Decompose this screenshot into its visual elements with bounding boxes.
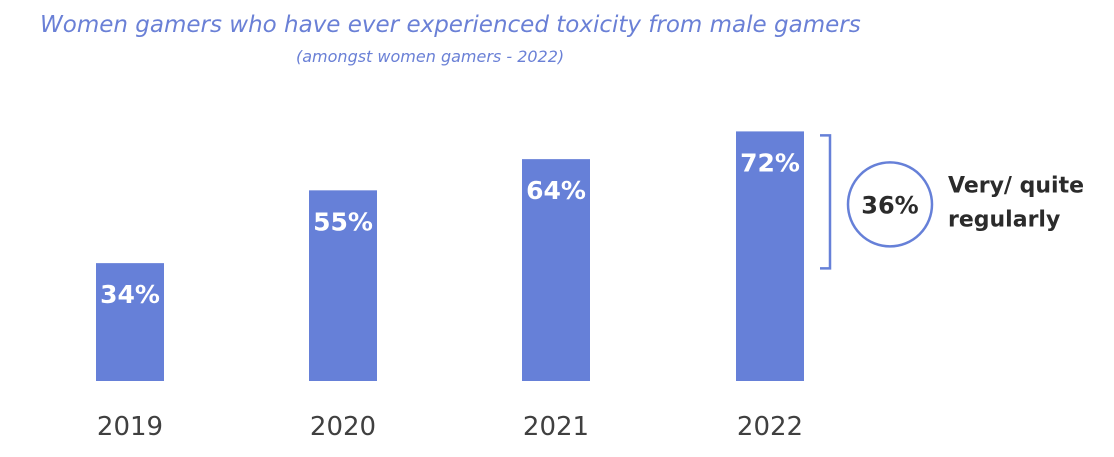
data-label-2022: 72% [740, 148, 800, 177]
data-label-2021: 64% [526, 176, 586, 205]
data-label-2020: 55% [313, 207, 373, 236]
callout-text-line2: regularly [948, 207, 1060, 232]
x-tick-2020: 2020 [310, 412, 376, 442]
x-tick-2019: 2019 [97, 412, 163, 442]
x-tick-2021: 2021 [523, 412, 589, 442]
callout-group: 36% Very/ quite regularly [820, 134, 1084, 270]
callout-bracket [820, 134, 832, 270]
bar-2022 [736, 131, 804, 381]
callout-circle [846, 161, 934, 248]
data-label-2019: 34% [100, 280, 160, 309]
callout-text-line1: Very/ quite [948, 173, 1084, 198]
chart-subtitle: (amongst women gamers - 2022) [296, 47, 565, 66]
x-tick-2022: 2022 [737, 412, 803, 442]
bar-2021 [522, 159, 590, 381]
chart-title: Women gamers who have ever experienced t… [40, 12, 861, 38]
bars-group [96, 131, 804, 381]
bar-2019 [96, 263, 164, 381]
data-labels-group: 34% 55% 64% 72% [100, 148, 800, 309]
x-tick-labels-group: 2019 2020 2021 2022 [97, 412, 803, 442]
bar-2020 [309, 190, 377, 381]
callout-value-label: 36% [861, 191, 918, 219]
